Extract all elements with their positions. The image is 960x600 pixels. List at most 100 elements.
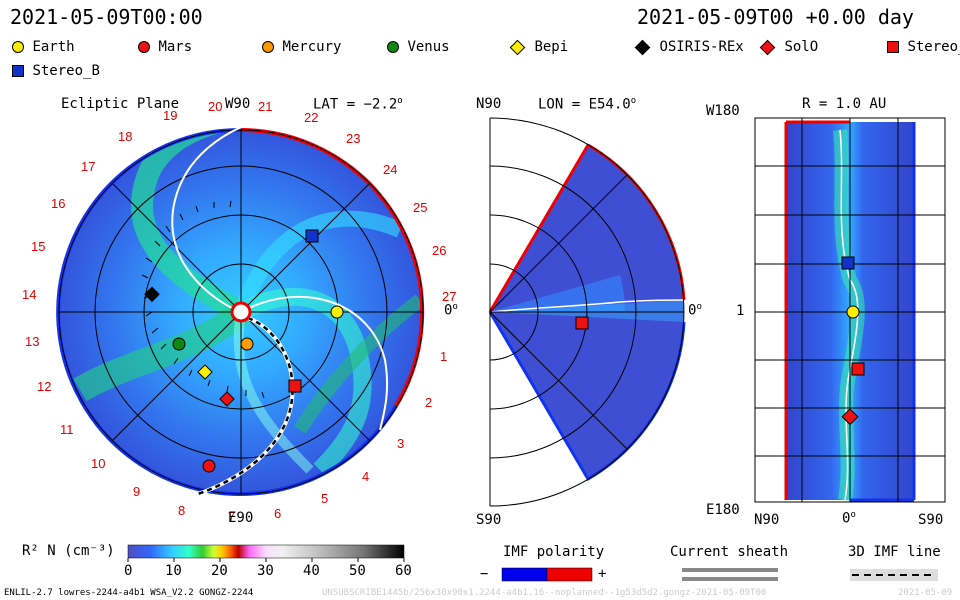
colorbar-tick: 40 — [303, 563, 320, 579]
legend-label: Mercury — [282, 39, 342, 55]
rotation-number: 27 — [442, 289, 456, 304]
rotation-number: 2 — [425, 395, 432, 410]
rotation-number: 10 — [91, 456, 105, 471]
footer-date: 2021-05-09 — [898, 588, 953, 598]
carrington-numbers: 19 20 21 22 23 24 25 26 27 1 2 3 4 5 6 7… — [22, 99, 456, 524]
ecliptic-right-label: 0o — [444, 302, 458, 319]
rotation-number: 22 — [304, 110, 318, 125]
rotation-number: 17 — [81, 159, 95, 174]
colorbar-tick: 0 — [124, 563, 133, 579]
stereo-a-radial-marker — [851, 362, 865, 376]
legend-label: Stereo_B — [32, 63, 100, 79]
rotation-number: 3 — [397, 436, 404, 451]
radial-top-left: W180 — [706, 103, 740, 119]
stereo-b-marker — [305, 229, 319, 243]
rotation-number: 5 — [321, 491, 328, 506]
venus-marker — [172, 337, 186, 351]
rotation-number: 20 — [208, 99, 222, 114]
legend-item-mercury: Mercury — [262, 39, 341, 55]
colorbar-label: R² N (cm⁻³) — [22, 543, 115, 559]
rotation-number: 4 — [362, 469, 369, 484]
stereo-a-marker — [288, 379, 302, 393]
radial-panel — [754, 117, 946, 503]
legend-item-osiris-rex: OSIRIS-REx — [634, 39, 744, 55]
rotation-number: 24 — [383, 162, 397, 177]
legend-item-earth: Earth — [12, 39, 75, 55]
mars-marker-icon — [138, 41, 150, 53]
legend-item-venus: Venus — [387, 39, 450, 55]
colorbar-ticks — [127, 558, 405, 562]
legend-label: SolO — [784, 39, 819, 55]
radial-grid — [755, 118, 945, 502]
mercury-marker-icon — [262, 41, 274, 53]
rotation-number: 18 — [118, 129, 132, 144]
radial-x-mid: 0o — [842, 510, 856, 527]
spiral-ticks — [141, 200, 265, 399]
stereo-a-meridional-marker — [575, 316, 589, 330]
legend-item-stereo-a: Stereo_ — [887, 39, 960, 55]
ecliptic-lat: LAT = −2.2o — [313, 96, 403, 113]
current-sheath-line-2 — [682, 577, 778, 581]
legend-item-stereo-b: Stereo_B — [12, 63, 100, 79]
run-info: UNSUBSCRIBE1445b/256x30x90x1.2244-a4b1.1… — [322, 588, 767, 598]
current-sheath-title: Current sheath — [670, 544, 789, 560]
venus-marker-icon — [387, 41, 399, 53]
legend-label: Earth — [32, 39, 75, 55]
rotation-number: 11 — [60, 422, 74, 437]
imf-line-2 — [240, 295, 389, 431]
rotation-number: 23 — [346, 131, 360, 146]
legend-label: Bepi — [534, 39, 569, 55]
osiris-rex-marker — [144, 286, 160, 303]
rotation-number: 6 — [274, 506, 281, 521]
bepi-marker — [197, 364, 213, 380]
earth-marker-icon — [12, 41, 24, 53]
stereo-a-marker-icon — [887, 41, 899, 53]
rotation-number: 16 — [51, 196, 65, 211]
ecliptic-bottom-label: E90 — [228, 510, 254, 526]
model-info: ENLIL-2.7 lowres-2244-a4b1 WSA_V2.2 GONG… — [4, 588, 254, 598]
imf-polarity-minus: − — [480, 566, 489, 582]
colorbar-tick: 50 — [349, 563, 366, 579]
imf-polarity-negative — [501, 567, 548, 582]
earth-marker — [330, 305, 344, 319]
rotation-number: 19 — [163, 108, 177, 123]
mercury-marker — [240, 337, 254, 351]
meridional-grid — [489, 117, 685, 507]
colorbar-tick: 10 — [165, 563, 182, 579]
legend-label: Mars — [158, 39, 193, 55]
rotation-number: 1 — [440, 349, 447, 364]
stereo-b-marker-icon — [12, 65, 24, 77]
rotation-number: 15 — [31, 239, 45, 254]
datetime-right: 2021-05-09T00 +0.00 day — [637, 5, 914, 29]
imf-polarity-positive — [546, 567, 593, 582]
sun-icon — [230, 301, 252, 323]
imf-3d-line — [194, 316, 294, 497]
rotation-number: 21 — [258, 99, 272, 114]
stereo-b-radial-marker — [841, 256, 855, 270]
imf-line-1 — [171, 117, 269, 313]
rotation-number: 25 — [413, 200, 427, 215]
meridional-bottom-label: S90 — [476, 512, 502, 528]
current-sheath-line-1 — [682, 568, 778, 572]
radial-x-left: N90 — [754, 512, 780, 528]
legend-item-bepi: Bepi — [509, 39, 569, 55]
imf-polarity-title: IMF polarity — [503, 544, 605, 560]
rotation-number: 14 — [22, 287, 36, 302]
rotation-number: 8 — [178, 503, 185, 518]
meridional-top-label: N90 — [476, 96, 502, 112]
rotation-number: 13 — [25, 334, 39, 349]
colorbar-tick: 60 — [395, 563, 412, 579]
rotation-number: 7 — [228, 509, 235, 524]
radial-x-right: S90 — [918, 512, 944, 528]
colorbar-tick: 30 — [257, 563, 274, 579]
rotation-number: 12 — [37, 379, 51, 394]
meridional-right-label: 0o — [688, 302, 702, 319]
mars-marker — [202, 459, 216, 473]
legend-label: Stereo_ — [907, 39, 960, 55]
ecliptic-panel: 19 20 21 22 23 24 25 26 27 1 2 3 4 5 6 7… — [22, 99, 456, 524]
solo-radial-marker — [841, 408, 859, 426]
radial-bottom-left: E180 — [706, 502, 740, 518]
ecliptic-title: Ecliptic Plane — [61, 96, 180, 112]
earth-radial-marker — [846, 305, 860, 319]
datetime-left: 2021-05-09T00:00 — [10, 5, 203, 29]
